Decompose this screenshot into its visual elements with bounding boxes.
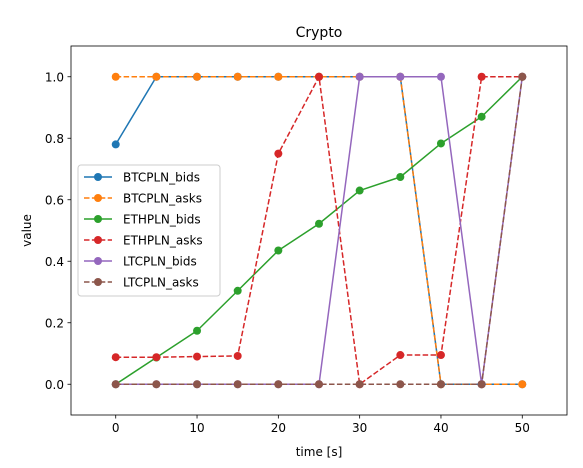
data-point bbox=[111, 72, 120, 81]
legend-label: BTCPLN_bids bbox=[123, 171, 200, 185]
legend-marker bbox=[94, 173, 102, 181]
x-tick-label: 30 bbox=[352, 421, 367, 435]
y-tick-label: 0.8 bbox=[45, 132, 64, 146]
legend-label: ETHPLN_bids bbox=[123, 213, 201, 227]
data-point bbox=[436, 380, 445, 389]
data-point bbox=[396, 380, 405, 389]
data-point bbox=[436, 139, 445, 148]
legend-marker bbox=[94, 215, 102, 223]
data-point bbox=[193, 352, 202, 361]
data-point bbox=[315, 380, 323, 389]
x-tick-label: 50 bbox=[515, 421, 530, 435]
data-point bbox=[396, 172, 405, 181]
data-point bbox=[436, 351, 445, 360]
data-point bbox=[233, 286, 242, 295]
legend-frame bbox=[77, 164, 221, 297]
data-point bbox=[274, 149, 283, 158]
data-point bbox=[436, 72, 445, 81]
y-tick-label: 1.0 bbox=[45, 70, 64, 84]
y-tick-label: 0.6 bbox=[45, 193, 64, 207]
x-axis: 0 10 20 30 40 50 bbox=[112, 415, 530, 435]
legend-entry: BTCPLN_asks bbox=[84, 192, 202, 206]
data-point bbox=[193, 72, 202, 81]
series-line bbox=[115, 76, 524, 385]
legend-label: ETHPLN_asks bbox=[123, 234, 203, 248]
series-LTCPLN_asks bbox=[111, 72, 527, 389]
data-point bbox=[396, 351, 405, 360]
legend-marker bbox=[94, 278, 102, 286]
x-tick-label: 40 bbox=[433, 421, 448, 435]
data-point bbox=[477, 72, 486, 81]
x-tick-label: 20 bbox=[271, 421, 286, 435]
x-tick-label: 0 bbox=[112, 421, 120, 435]
data-point bbox=[355, 186, 364, 195]
legend: BTCPLN_bids BTCPLN_asks ETHPLN_bids ETHPLN_… bbox=[77, 164, 221, 297]
data-point bbox=[396, 72, 405, 81]
data-point bbox=[315, 72, 323, 81]
data-point bbox=[111, 140, 120, 149]
legend-label: BTCPLN_asks bbox=[123, 192, 202, 206]
data-point bbox=[152, 353, 161, 362]
plot-frame bbox=[70, 45, 568, 416]
data-point bbox=[274, 246, 283, 255]
x-axis-title: time [s] bbox=[296, 445, 343, 459]
data-point bbox=[315, 219, 323, 228]
legend-marker bbox=[94, 194, 102, 202]
data-point bbox=[111, 380, 120, 389]
data-point bbox=[233, 380, 242, 389]
x-tick-label: 10 bbox=[189, 421, 204, 435]
series-layer bbox=[111, 72, 527, 389]
data-point bbox=[111, 353, 120, 362]
data-point bbox=[477, 112, 486, 121]
y-tick-label: 0.2 bbox=[45, 316, 64, 330]
data-point bbox=[193, 380, 202, 389]
legend-label: LTCPLN_asks bbox=[123, 276, 199, 290]
legend-marker bbox=[94, 236, 102, 244]
data-point bbox=[518, 380, 527, 389]
legend-entry: ETHPLN_bids bbox=[84, 213, 201, 227]
series-ETHPLN_asks bbox=[111, 72, 527, 389]
legend-entry: ETHPLN_asks bbox=[84, 234, 203, 248]
data-point bbox=[518, 72, 527, 81]
legend-label: LTCPLN_bids bbox=[123, 255, 197, 269]
y-tick-label: 0.0 bbox=[45, 378, 64, 392]
data-point bbox=[274, 380, 283, 389]
legend-entry: LTCPLN_asks bbox=[84, 276, 199, 290]
data-point bbox=[355, 380, 364, 389]
data-point bbox=[193, 326, 202, 335]
y-tick-label: 0.4 bbox=[45, 255, 64, 269]
data-point bbox=[152, 72, 161, 81]
legend-entry: LTCPLN_bids bbox=[84, 255, 197, 269]
series-line bbox=[115, 76, 523, 385]
legend-entry: BTCPLN_bids bbox=[84, 171, 200, 185]
y-axis: 0.0 0.2 0.4 0.6 0.8 1.0 bbox=[45, 70, 71, 392]
data-point bbox=[274, 72, 283, 81]
data-point bbox=[355, 72, 364, 81]
data-point bbox=[477, 380, 486, 389]
y-axis-title: value bbox=[20, 214, 34, 247]
data-point bbox=[152, 380, 161, 389]
data-point bbox=[233, 72, 242, 81]
chart-title: Crypto bbox=[296, 25, 343, 41]
data-point bbox=[233, 351, 242, 360]
legend-marker bbox=[94, 257, 102, 265]
